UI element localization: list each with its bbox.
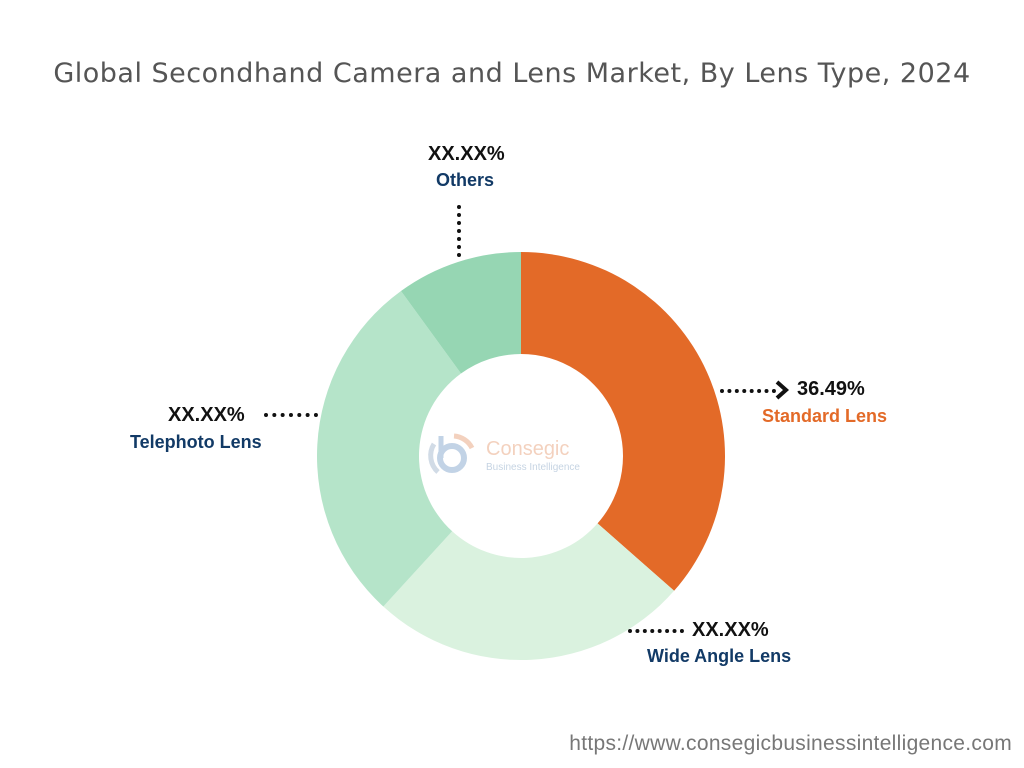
- watermark-logo: Consegic Business Intelligence: [424, 428, 594, 484]
- donut-slice-others: [400, 252, 521, 374]
- arrow-icon: [775, 380, 790, 400]
- leader-line-standard: [720, 389, 776, 393]
- data-label-others-name: Others: [436, 170, 495, 190]
- data-label-wide-angle-name: Wide Angle Lens: [647, 646, 792, 666]
- data-label-others-pct: XX.XX%: [428, 143, 505, 165]
- logo-tagline: Business Intelligence: [486, 462, 580, 473]
- data-label-standard-name: Standard Lens: [762, 406, 888, 426]
- data-label-wide-angle-pct: XX.XX%: [692, 619, 769, 641]
- chart-title: Global Secondhand Camera and Lens Market…: [53, 58, 971, 89]
- leader-line-wide-angle: [628, 629, 684, 633]
- data-label-telephoto-pct: XX.XX%: [168, 404, 245, 426]
- logo-name: Consegic: [486, 438, 570, 460]
- data-label-telephoto-name: Telephoto Lens: [130, 432, 262, 452]
- donut-slice-wide-angle-lens: [383, 523, 675, 660]
- footer-url[interactable]: https://www.consegicbusinessintelligence…: [569, 732, 1012, 755]
- leader-line-telephoto: [264, 413, 318, 417]
- logo-icon: [428, 433, 475, 474]
- donut-slice-telephoto-lens: [317, 291, 461, 607]
- donut-slice-standard-lens: [521, 252, 726, 591]
- data-label-standard-pct: 36.49%: [797, 378, 865, 400]
- leader-line-others: [457, 205, 461, 257]
